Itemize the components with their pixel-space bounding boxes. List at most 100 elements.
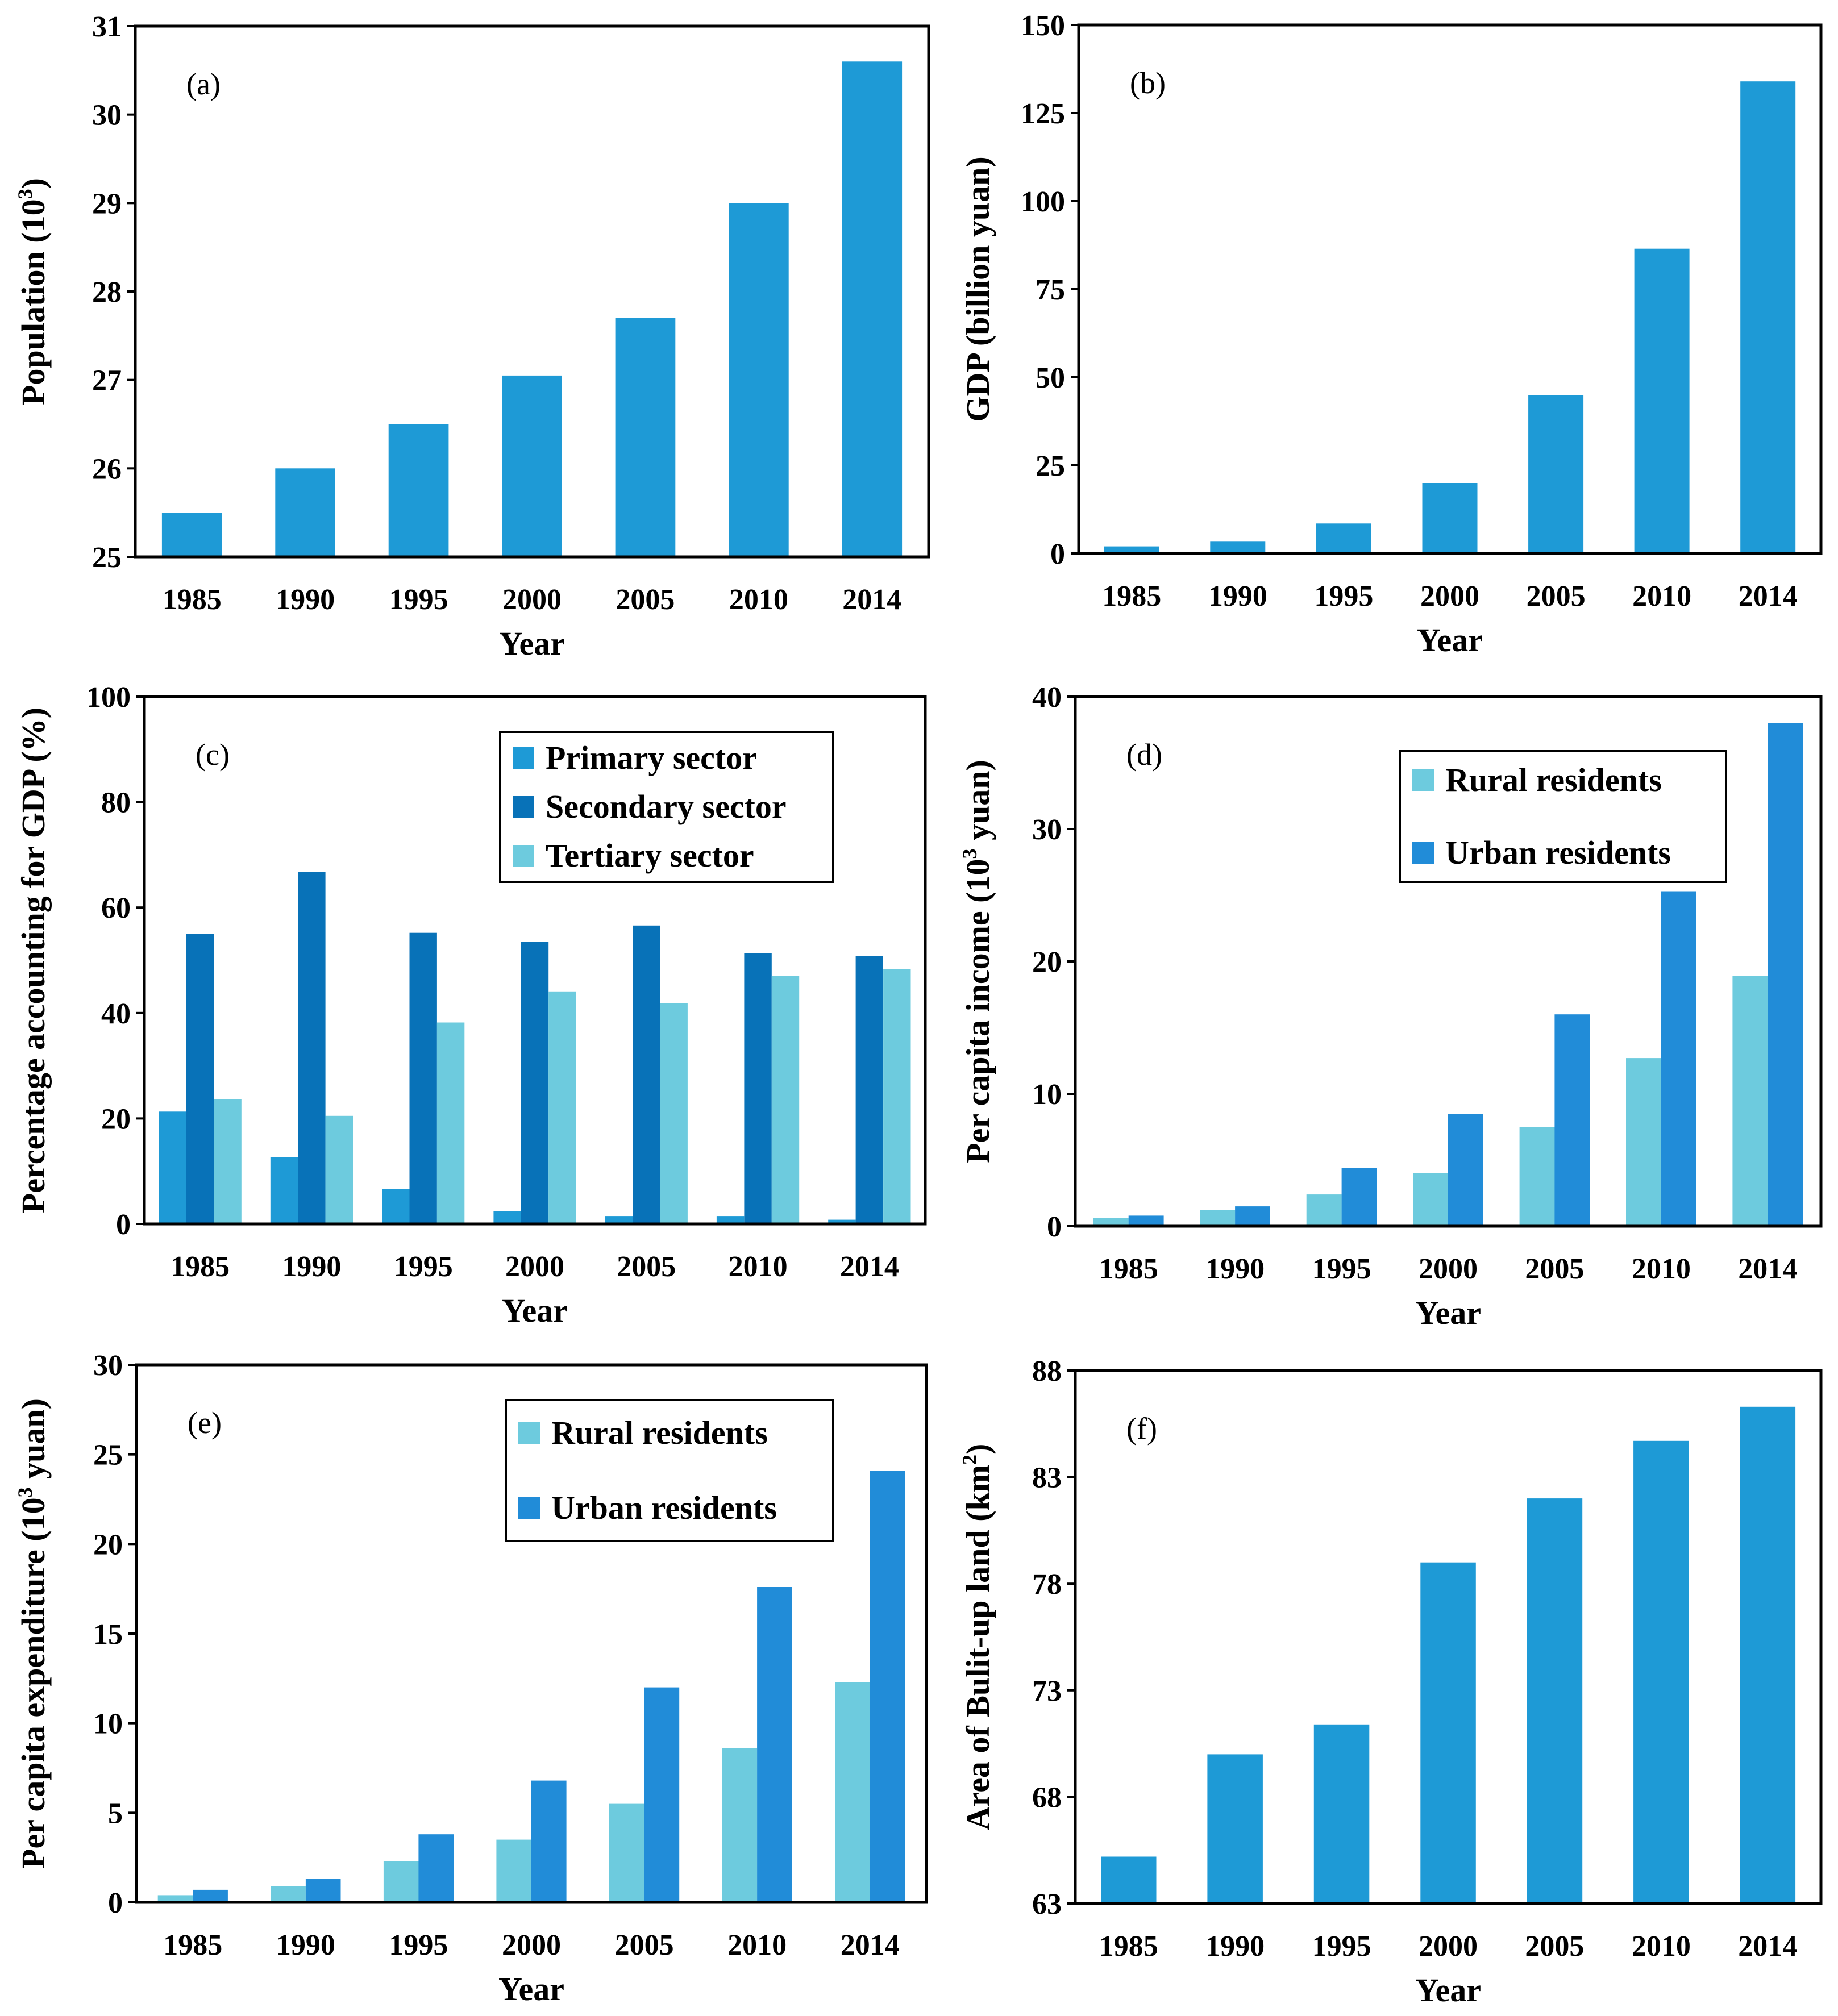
x-tick-label-d: 1990 — [1205, 1253, 1265, 1285]
y-tick-label-c: 100 — [86, 681, 131, 714]
x-tick-label-b: 2005 — [1527, 580, 1586, 613]
bar-a-2000 — [502, 375, 562, 557]
legend-d: Rural residents Urban residents — [1399, 750, 1727, 883]
x-tick-label-f: 1995 — [1312, 1930, 1371, 1963]
bar-e-urban-residents-2014 — [870, 1471, 905, 1902]
bar-c-primary-sector-1990 — [270, 1157, 298, 1224]
bar-c-secondary-sector-2010 — [744, 953, 772, 1224]
bar-d-urban-residents-2014 — [1768, 723, 1803, 1226]
x-tick-label-d: 1985 — [1099, 1253, 1158, 1285]
bar-c-tertiary-sector-2014 — [883, 969, 911, 1224]
panel-d: 0 10 20 30 40 1985 1990 1995 2000 2005 2010 2014 Yea… — [958, 681, 1823, 1331]
legend-e: Rural residents Urban residents — [505, 1399, 834, 1542]
bar-b-1985 — [1104, 546, 1159, 553]
x-tick-label-f: 2000 — [1419, 1930, 1478, 1963]
y-tick-label-b: 75 — [1036, 274, 1065, 306]
x-axis-title-e: Year — [498, 1971, 564, 2007]
y-axis-title-main: Per capita expenditure (10 — [15, 1497, 52, 1869]
legend-label-urban-residents: Urban residents — [1445, 834, 1671, 871]
y-axis-title-f: Area of Bulit-up land (km2) — [958, 1444, 996, 1831]
x-tick-label-b: 1990 — [1208, 580, 1267, 613]
y-tick-label-d: 30 — [1032, 814, 1062, 846]
legend-swatch-urban-residents — [518, 1497, 540, 1519]
legend-swatch-secondary-sector — [513, 796, 534, 818]
y-tick-label-a: 26 — [92, 453, 122, 485]
bar-c-tertiary-sector-2010 — [771, 976, 800, 1224]
panel-a: 25 26 27 28 29 30 31 1985 1990 1995 2000 2005 2010 20… — [14, 11, 930, 662]
bar-d-rural-residents-2000 — [1413, 1173, 1448, 1226]
plot-frame-b — [1077, 23, 1823, 555]
legend-label-rural-residents: Rural residents — [1445, 761, 1662, 798]
x-tick-label-e: 2000 — [502, 1929, 561, 1961]
x-tick-label-e: 1985 — [163, 1929, 222, 1961]
panel-f: 63 68 73 78 83 88 1985 1990 1995 2000 2005 2010 2014… — [958, 1355, 1823, 2009]
legend-box — [505, 1399, 834, 1542]
bar-b-1990 — [1210, 541, 1266, 553]
bar-c-primary-sector-2010 — [716, 1216, 745, 1224]
plot-frame-c — [143, 695, 927, 1226]
y-tick-label-b: 0 — [1050, 538, 1065, 570]
y-tick-label-d: 40 — [1032, 681, 1062, 714]
legend-label-secondary-sector: Secondary sector — [546, 788, 787, 825]
y-axis-title-main: Percentage accounting for GDP (%) — [15, 707, 52, 1213]
x-tick-label-c: 2010 — [729, 1251, 788, 1283]
y-axis-title-end: yuan) — [959, 760, 996, 848]
x-tick-label-e: 1990 — [276, 1929, 335, 1961]
bar-b-2010 — [1634, 248, 1690, 553]
y-tick-label-b: 100 — [1021, 186, 1065, 218]
y-tick-label-e: 30 — [93, 1349, 123, 1382]
bar-c-secondary-sector-2014 — [855, 956, 883, 1224]
bar-d-rural-residents-1990 — [1200, 1210, 1236, 1226]
x-tick-label-a: 1990 — [276, 584, 335, 616]
legend-box — [499, 731, 834, 883]
panel-label-d: (d) — [1126, 738, 1162, 772]
y-tick-label-f: 78 — [1032, 1568, 1062, 1601]
bar-c-primary-sector-2005 — [605, 1216, 633, 1224]
bar-a-1985 — [161, 513, 222, 557]
plot-frame-f — [1074, 1369, 1823, 1905]
y-tick-label-a: 25 — [92, 542, 122, 574]
bar-c-secondary-sector-1990 — [298, 872, 326, 1224]
x-axis-title-b: Year — [1417, 622, 1483, 659]
x-tick-label-d: 2014 — [1738, 1253, 1797, 1285]
y-tick-label-f: 68 — [1032, 1781, 1062, 1814]
x-tick-label-c: 1995 — [394, 1251, 453, 1283]
x-tick-label-c: 2000 — [505, 1251, 564, 1283]
legend-swatch-urban-residents — [1412, 842, 1434, 864]
x-tick-label-d: 2010 — [1632, 1253, 1691, 1285]
y-tick-label-a: 30 — [92, 99, 122, 132]
y-axis-title-sup: 3 — [14, 189, 36, 199]
panel-label-a: (a) — [186, 67, 221, 101]
x-tick-label-c: 2005 — [617, 1251, 676, 1283]
y-axis-title-b: GDP (billion yuan) — [959, 156, 996, 422]
y-tick-label-c: 80 — [101, 787, 131, 819]
x-tick-label-d: 2005 — [1525, 1253, 1584, 1285]
y-tick-label-f: 88 — [1032, 1355, 1062, 1388]
x-tick-label-a: 2000 — [502, 584, 562, 616]
y-tick-label-b: 125 — [1021, 98, 1065, 130]
x-tick-label-f: 2005 — [1525, 1930, 1584, 1963]
y-tick-label-f: 83 — [1032, 1462, 1062, 1494]
y-axis-title-main: GDP (billion yuan) — [959, 156, 996, 422]
bar-f-2010 — [1633, 1440, 1689, 1903]
bar-d-rural-residents-2014 — [1732, 976, 1768, 1226]
bar-d-urban-residents-2010 — [1661, 891, 1696, 1226]
bar-d-urban-residents-2005 — [1554, 1014, 1590, 1226]
x-tick-label-e: 2010 — [727, 1929, 787, 1961]
y-tick-label-e: 10 — [93, 1708, 123, 1740]
bar-a-1990 — [275, 468, 335, 557]
y-tick-label-a: 31 — [92, 11, 122, 43]
bar-d-urban-residents-2000 — [1448, 1114, 1483, 1226]
x-tick-label-c: 1985 — [171, 1251, 230, 1283]
x-tick-label-a: 2010 — [729, 584, 788, 616]
bar-d-rural-residents-1985 — [1093, 1218, 1129, 1226]
y-tick-label-c: 60 — [101, 892, 131, 924]
y-axis-title-end: ) — [15, 178, 52, 189]
x-axis-title-f: Year — [1415, 1972, 1481, 2009]
x-tick-label-f: 1990 — [1205, 1930, 1265, 1963]
bar-d-urban-residents-1995 — [1341, 1168, 1377, 1226]
y-axis-title-end: yuan) — [15, 1398, 52, 1487]
bar-c-secondary-sector-2000 — [521, 942, 549, 1224]
y-tick-label-e: 5 — [108, 1797, 123, 1830]
